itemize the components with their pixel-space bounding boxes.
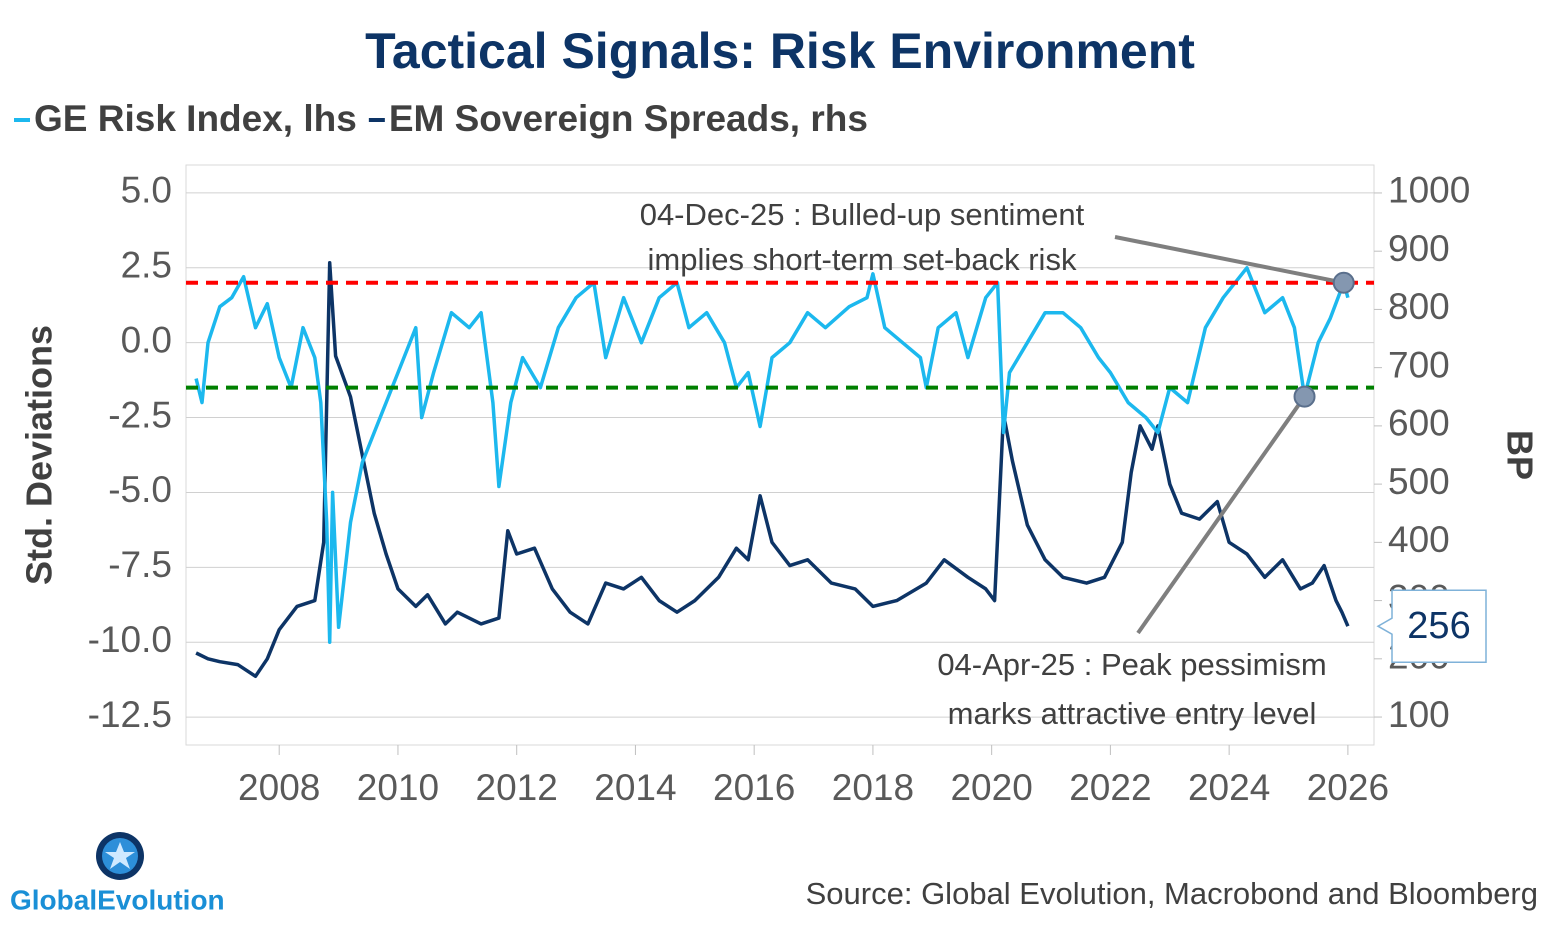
x-tick-label: 2026: [1307, 767, 1389, 808]
x-tick-label: 2022: [1069, 767, 1151, 808]
y-tick-label: -2.5: [108, 394, 172, 435]
plot-area: [185, 164, 1375, 746]
legend-label: GE Risk Index, lhs: [34, 98, 357, 139]
annotation-text: implies short-term set-back risk: [648, 242, 1077, 277]
y2-tick-label: 900: [1388, 228, 1450, 269]
logo-text: GlobalEvolution: [10, 884, 225, 915]
x-tick-label: 2014: [594, 767, 676, 808]
y2-axis-label: BP: [1499, 430, 1540, 480]
y-tick-label: -12.5: [88, 694, 172, 735]
x-tick-label: 2016: [713, 767, 795, 808]
value-label: 256: [1407, 605, 1470, 647]
y-tick-label: -7.5: [108, 544, 172, 585]
y2-tick-label: 1000: [1388, 170, 1470, 211]
x-tick-label: 2010: [357, 767, 439, 808]
series-line: [194, 266, 1350, 644]
x-tick-label: 2018: [832, 767, 914, 808]
y-tick-label: 5.0: [121, 170, 172, 211]
series-line: [195, 261, 1350, 679]
y-axis-label: Std. Deviations: [19, 325, 60, 585]
chart-title: Tactical Signals: Risk Environment: [365, 23, 1195, 79]
y-tick-label: -5.0: [108, 469, 172, 510]
y2-tick-label: 100: [1388, 694, 1450, 735]
annotation-text: marks attractive entry level: [948, 696, 1317, 731]
annotation-text: 04-Dec-25 : Bulled-up sentiment: [640, 197, 1085, 232]
y2-tick-label: 800: [1388, 286, 1450, 327]
y-tick-label: 2.5: [121, 245, 172, 286]
x-tick-label: 2012: [476, 767, 558, 808]
annotation-point: [1332, 271, 1355, 294]
y2-tick-label: 700: [1388, 344, 1450, 385]
legend-label: EM Sovereign Spreads, rhs: [389, 98, 868, 139]
y2-tick-label: 600: [1388, 403, 1450, 444]
annotation-leader: [1114, 235, 1345, 285]
y2-tick-label: 400: [1388, 519, 1450, 560]
x-tick-label: 2008: [238, 767, 320, 808]
value-callout: [1376, 589, 1487, 663]
x-tick-label: 2024: [1188, 767, 1270, 808]
y-tick-label: 0.0: [121, 319, 172, 360]
y-tick-label: -10.0: [88, 619, 172, 660]
annotation-point: [1293, 385, 1316, 408]
logo-star: [105, 842, 135, 869]
y2-tick-label: 500: [1388, 461, 1450, 502]
x-tick-label: 2020: [950, 767, 1032, 808]
source-note: Source: Global Evolution, Macrobond and …: [806, 876, 1538, 911]
annotation-leader: [1136, 395, 1307, 635]
annotation-text: 04-Apr-25 : Peak pessimism: [937, 647, 1326, 682]
